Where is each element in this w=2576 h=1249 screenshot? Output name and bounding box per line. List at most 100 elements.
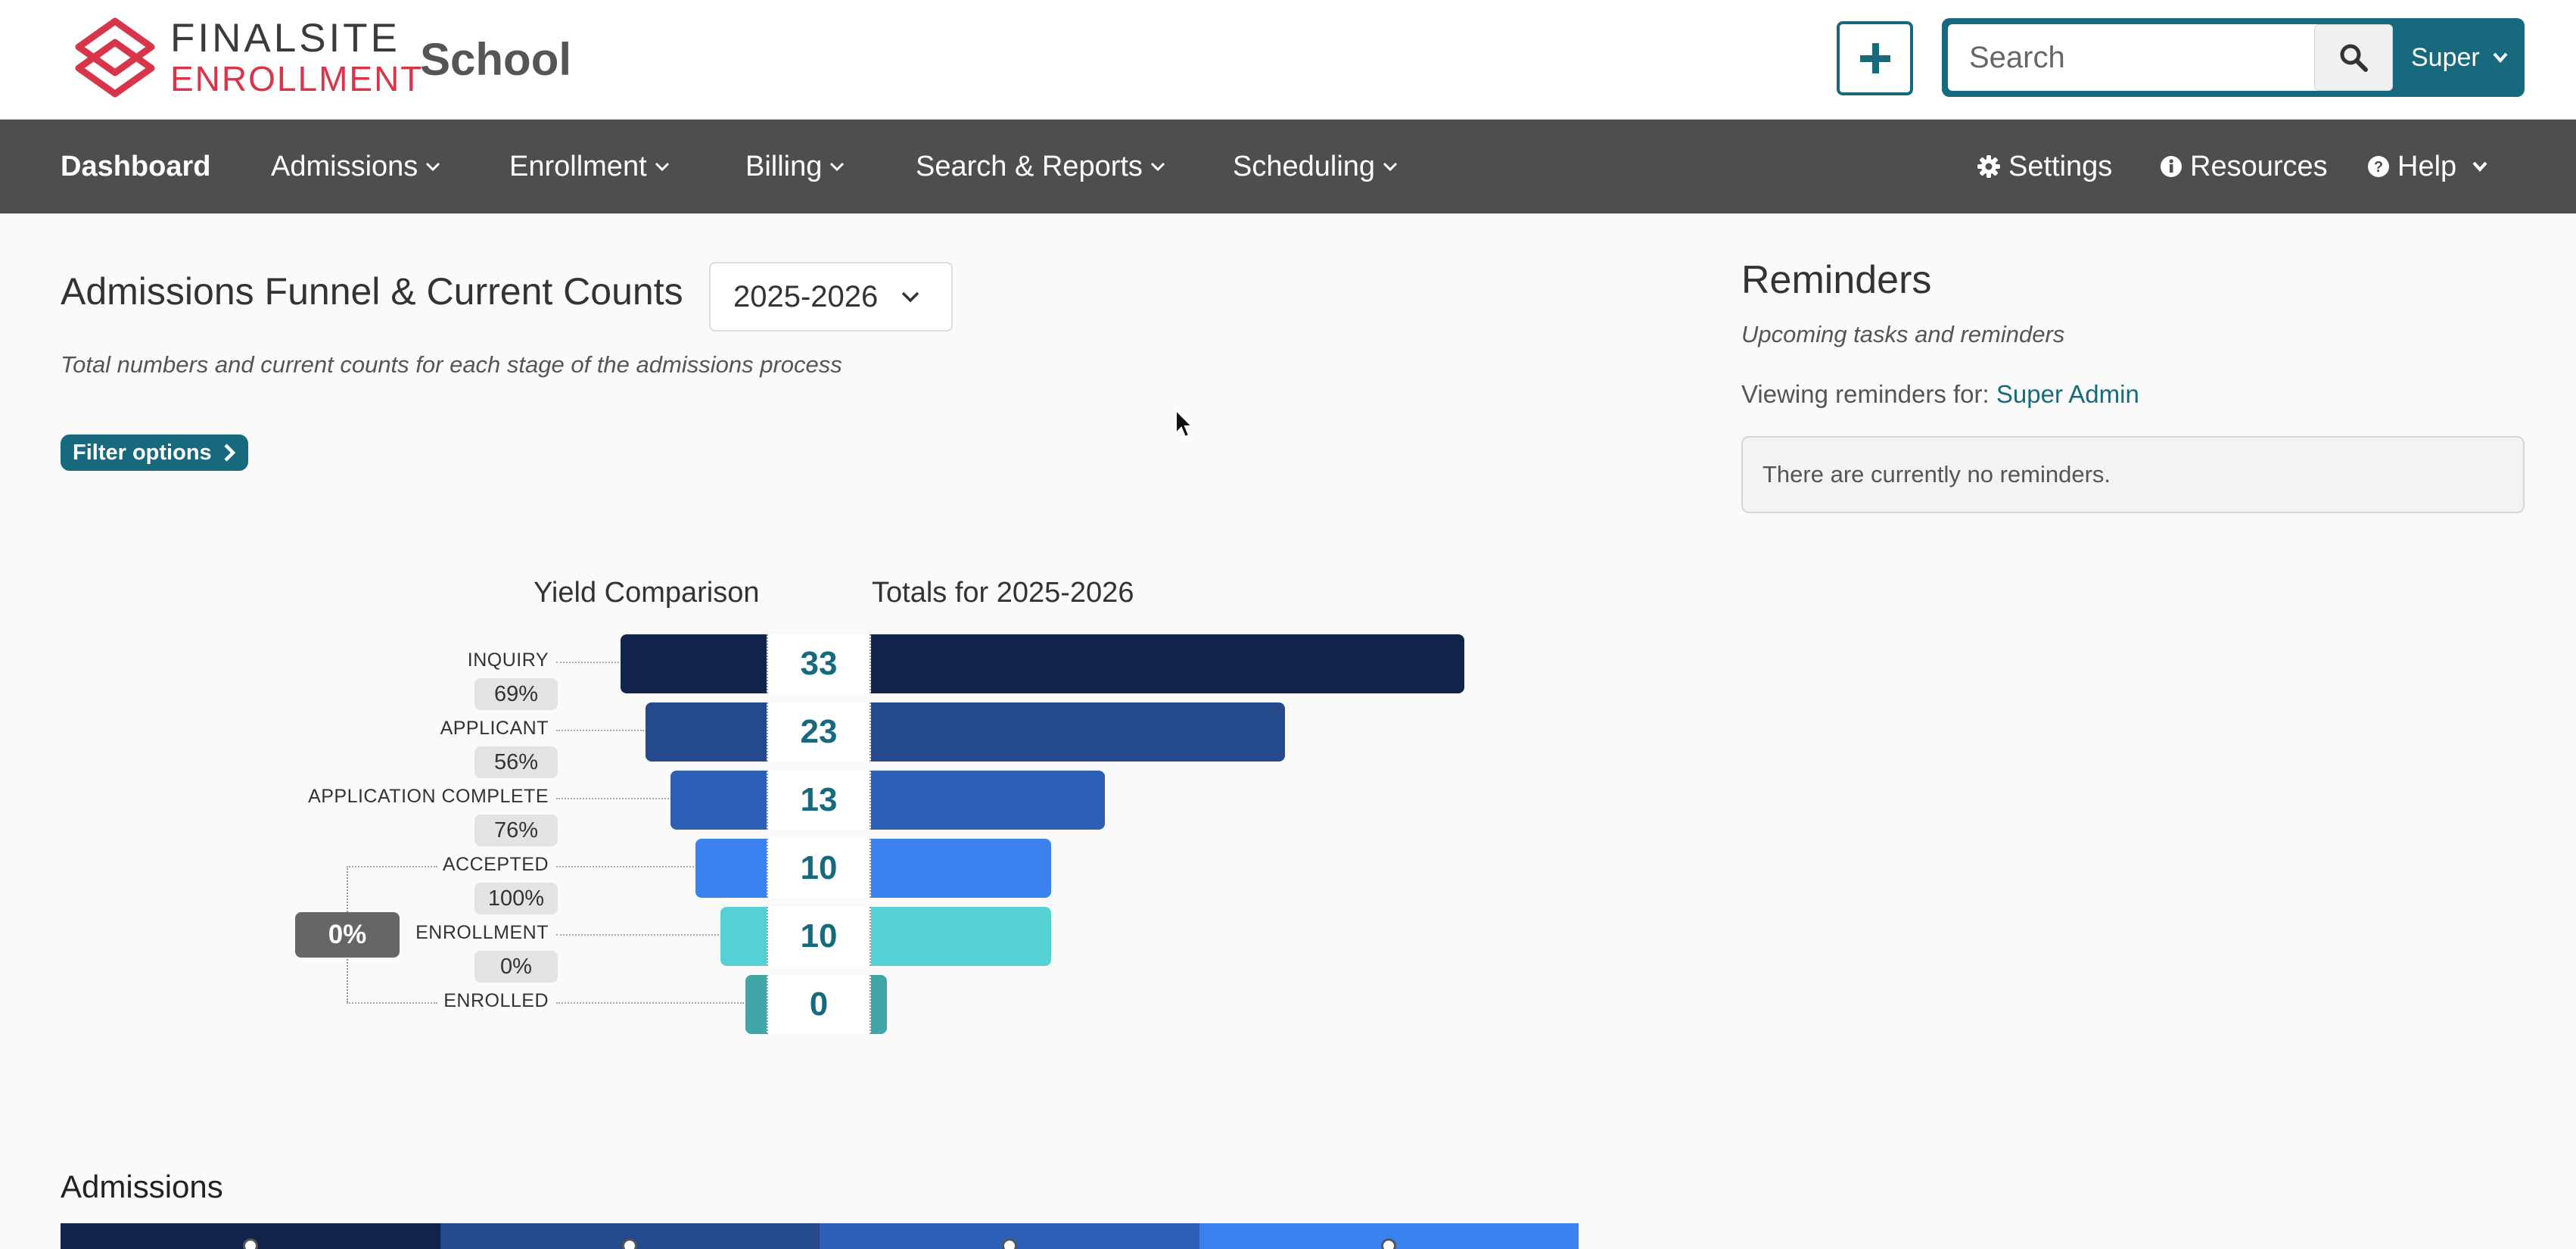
funnel-count[interactable]: 0 [767, 975, 871, 1034]
funnel-leader-line [556, 934, 719, 936]
nav-admissions[interactable]: Admissions [271, 120, 440, 213]
funnel-yield-badge: 0% [474, 951, 558, 983]
search-button[interactable] [2314, 24, 2393, 91]
chevron-down-icon [655, 162, 669, 172]
year-select[interactable]: 2025-2026 [709, 262, 953, 332]
nav-label: Billing [745, 150, 823, 182]
strip-marker-dot [622, 1238, 638, 1249]
question-icon: ? [2368, 156, 2389, 177]
overall-yield-badge: 0% [295, 912, 400, 958]
search-input[interactable] [1948, 24, 2363, 91]
funnel-bar[interactable] [695, 839, 1052, 898]
chevron-down-icon [1150, 162, 1165, 172]
user-name: Super [2411, 42, 2480, 72]
nav-dashboard[interactable]: Dashboard [61, 120, 210, 213]
brand-line-2: ENROLLMENT [170, 59, 424, 98]
user-menu[interactable]: Super [2411, 18, 2509, 97]
funnel-count[interactable]: 33 [767, 634, 871, 693]
nav-scheduling[interactable]: Scheduling [1233, 120, 1398, 213]
funnel-stage-label: ENROLLMENT [415, 922, 549, 943]
nav-resources[interactable]: Resources [2160, 120, 2328, 213]
chevron-down-icon [902, 291, 919, 303]
funnel-yield-badge: 56% [474, 746, 558, 778]
main-nav: Dashboard Admissions Enrollment Billing … [0, 120, 2576, 213]
admissions-heading: Admissions [61, 1169, 223, 1204]
funnel-bar[interactable] [670, 771, 1106, 830]
strip-marker-dot [1381, 1238, 1397, 1249]
nav-label: Settings [2008, 150, 2113, 182]
admissions-strip-segment[interactable] [1199, 1223, 1579, 1249]
nav-label: Scheduling [1233, 150, 1376, 182]
funnel-count[interactable]: 13 [767, 771, 871, 830]
strip-marker-dot [242, 1238, 258, 1249]
funnel-count[interactable]: 10 [767, 839, 871, 898]
reminders-title: Reminders [1741, 258, 1932, 302]
funnel-yield-badge: 69% [474, 678, 558, 710]
funnel-leader-line [556, 798, 669, 799]
reminders-empty-message: There are currently no reminders. [1762, 461, 2111, 487]
nav-label: Resources [2190, 150, 2328, 182]
nav-label: Dashboard [61, 150, 211, 182]
funnel-stage-label: INQUIRY [467, 649, 549, 671]
svg-text:?: ? [2374, 159, 2383, 176]
nav-label: Enrollment [509, 150, 647, 182]
yield-bracket-tick [347, 866, 437, 867]
nav-label: Search & Reports [916, 150, 1143, 182]
nav-help[interactable]: ? Help [2367, 120, 2488, 213]
reminders-subtitle: Upcoming tasks and reminders [1741, 321, 2065, 347]
funnel-count[interactable]: 23 [767, 702, 871, 762]
brand-wordmark: FINALSITE ENROLLMENT [170, 18, 423, 96]
funnel-yield-badge: 100% [474, 883, 558, 914]
yield-bracket-tick [347, 1002, 437, 1004]
funnel-stage-label: ACCEPTED [442, 854, 549, 875]
chevron-down-icon [2472, 161, 2487, 173]
filter-options-label: Filter options [73, 440, 212, 465]
year-select-value: 2025-2026 [733, 279, 879, 313]
admissions-stage-strip [61, 1223, 1579, 1249]
school-name: School [420, 34, 572, 85]
funnel-bar[interactable] [646, 702, 1285, 762]
nav-enrollment[interactable]: Enrollment [509, 120, 670, 213]
funnel-leader-line [556, 730, 644, 731]
funnel-yield-badge: 76% [474, 814, 558, 846]
reminders-empty-box: There are currently no reminders. [1741, 436, 2525, 513]
chevron-down-icon [2493, 52, 2508, 64]
funnel-bar[interactable] [621, 634, 1464, 693]
yield-comparison-heading: Yield Comparison [534, 577, 760, 609]
mouse-cursor-icon [1175, 409, 1194, 438]
reminders-user-link[interactable]: Super Admin [1996, 380, 2139, 408]
admissions-strip-segment[interactable] [820, 1223, 1199, 1249]
page-title: Admissions Funnel & Current Counts [61, 270, 683, 313]
funnel-leader-line [556, 866, 694, 867]
page-subtitle: Total numbers and current counts for eac… [61, 351, 842, 378]
reminders-viewing: Viewing reminders for: Super Admin [1741, 380, 2139, 409]
nav-label: Help [2397, 150, 2457, 182]
nav-search-reports[interactable]: Search & Reports [916, 120, 1165, 213]
funnel-leader-line [556, 662, 619, 663]
chevron-right-icon [224, 444, 235, 462]
finalsite-logo-icon[interactable] [71, 17, 159, 98]
search-group: Super [1942, 18, 2525, 97]
strip-marker-dot [1001, 1238, 1017, 1249]
funnel-leader-line [556, 1002, 744, 1004]
chevron-down-icon [426, 162, 440, 172]
add-button[interactable] [1837, 21, 1913, 95]
brand-line-1: FINALSITE [170, 16, 401, 61]
nav-settings[interactable]: Settings [1977, 120, 2112, 213]
gear-icon [1977, 155, 2000, 178]
funnel-stage-label: ENROLLED [443, 990, 549, 1011]
reminders-viewing-prefix: Viewing reminders for: [1741, 380, 1990, 408]
admissions-strip-segment[interactable] [61, 1223, 440, 1249]
chevron-down-icon [1383, 162, 1398, 172]
chevron-down-icon [830, 162, 845, 172]
admissions-strip-segment[interactable] [440, 1223, 820, 1249]
nav-label: Admissions [271, 150, 418, 182]
search-icon [2340, 44, 2368, 72]
plus-icon [1859, 43, 1890, 73]
totals-heading: Totals for 2025-2026 [872, 577, 1134, 609]
funnel-count[interactable]: 10 [767, 907, 871, 966]
top-header: FINALSITE ENROLLMENT School Super [0, 0, 2576, 120]
filter-options-button[interactable]: Filter options [61, 435, 248, 471]
nav-billing[interactable]: Billing [745, 120, 845, 213]
funnel-stage-label: APPLICANT [440, 718, 549, 739]
